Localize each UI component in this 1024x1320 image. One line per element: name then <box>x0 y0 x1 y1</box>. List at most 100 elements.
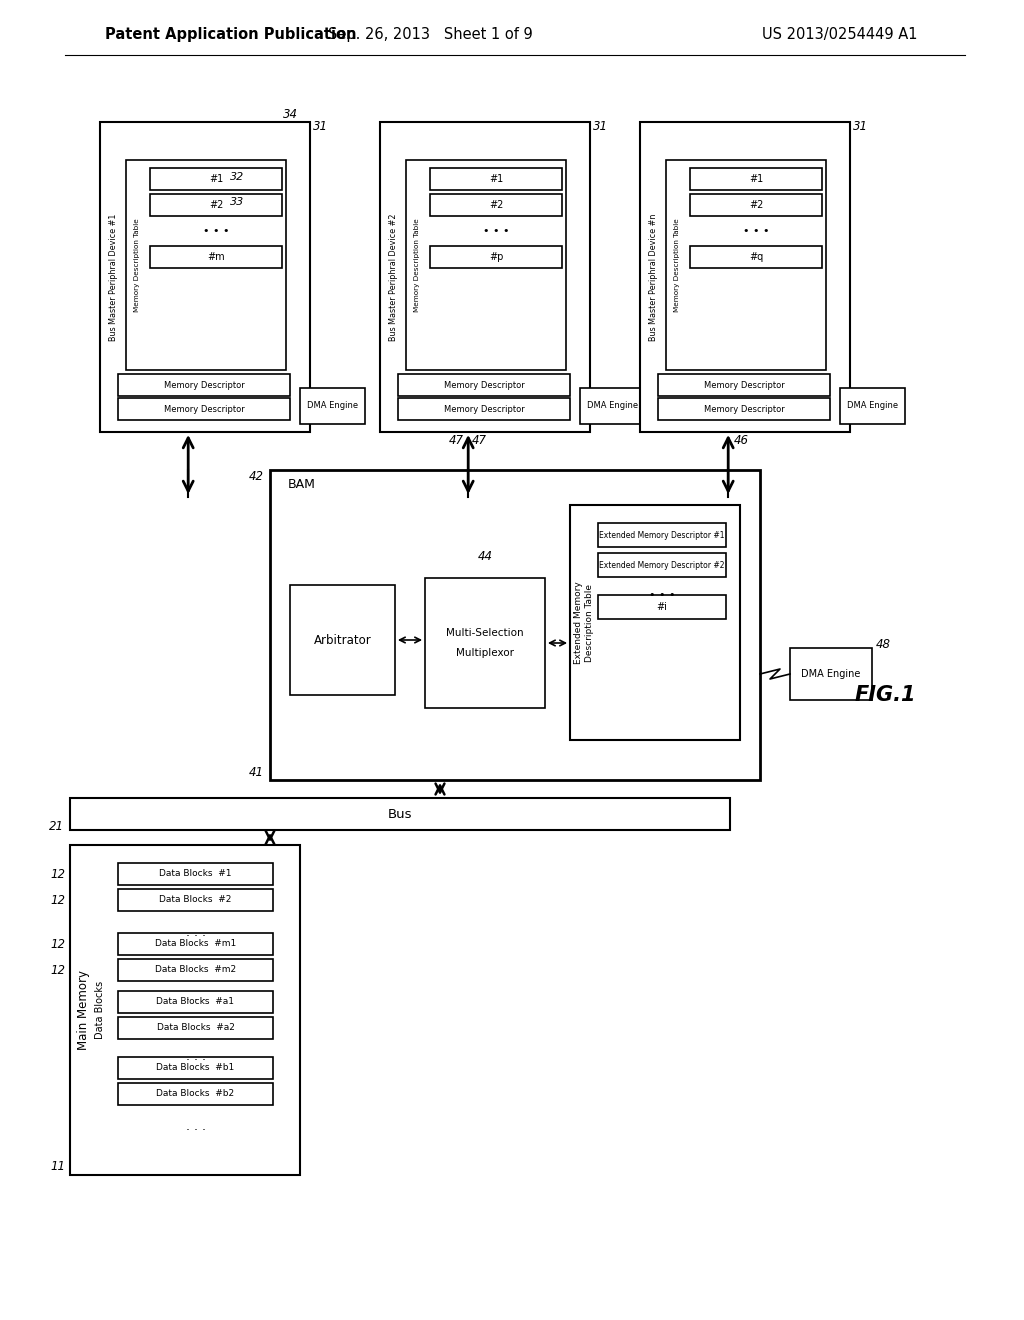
Text: Bus Master Periphral Device #1: Bus Master Periphral Device #1 <box>109 214 118 341</box>
Text: Data Blocks  #a2: Data Blocks #a2 <box>157 1023 234 1032</box>
Text: Arbitrator: Arbitrator <box>313 634 372 647</box>
Text: 12: 12 <box>50 964 65 977</box>
Bar <box>290 585 395 696</box>
Text: Memory Description Table: Memory Description Table <box>674 218 680 312</box>
Bar <box>150 246 282 268</box>
Text: #q: #q <box>749 252 763 261</box>
Bar <box>690 246 822 268</box>
Text: FIG.1: FIG.1 <box>854 685 915 705</box>
Bar <box>690 168 822 190</box>
Bar <box>380 121 590 432</box>
Bar <box>70 845 300 1175</box>
Text: 44: 44 <box>477 549 493 562</box>
Bar <box>598 553 726 577</box>
Text: 12: 12 <box>50 937 65 950</box>
Bar <box>640 121 850 432</box>
Text: DMA Engine: DMA Engine <box>802 669 861 678</box>
Text: 11: 11 <box>50 1160 65 1173</box>
Text: • • •: • • • <box>649 590 675 601</box>
Text: Memory Description Table: Memory Description Table <box>414 218 420 312</box>
Bar <box>658 399 830 420</box>
Text: 21: 21 <box>49 820 63 833</box>
Text: #1: #1 <box>488 174 503 183</box>
Text: Memory Descriptor: Memory Descriptor <box>443 404 524 413</box>
Text: Memory Descriptor: Memory Descriptor <box>443 380 524 389</box>
Text: Main Memory: Main Memory <box>77 970 89 1049</box>
Bar <box>666 160 826 370</box>
Bar <box>118 1016 273 1039</box>
Bar <box>270 470 760 780</box>
Bar <box>425 578 545 708</box>
Text: 32: 32 <box>230 172 245 182</box>
Text: #2: #2 <box>209 201 223 210</box>
Text: Data Blocks  #a1: Data Blocks #a1 <box>157 998 234 1006</box>
Text: Data Blocks  #m2: Data Blocks #m2 <box>155 965 237 974</box>
Text: 42: 42 <box>249 470 264 483</box>
Text: Extended Memory Descriptor #1: Extended Memory Descriptor #1 <box>599 531 725 540</box>
Text: Data Blocks  #1: Data Blocks #1 <box>160 870 231 879</box>
Text: Data Blocks  #m1: Data Blocks #m1 <box>155 940 237 949</box>
Text: 41: 41 <box>249 766 264 779</box>
Text: US 2013/0254449 A1: US 2013/0254449 A1 <box>762 28 918 42</box>
Text: • • •: • • • <box>482 226 509 236</box>
Text: 31: 31 <box>593 120 608 132</box>
Text: #1: #1 <box>749 174 763 183</box>
Bar <box>150 168 282 190</box>
Text: 47: 47 <box>450 433 464 446</box>
Text: Multi-Selection: Multi-Selection <box>446 628 524 638</box>
Bar <box>430 168 562 190</box>
Bar <box>580 388 645 424</box>
Text: Data Blocks  #2: Data Blocks #2 <box>160 895 231 904</box>
Bar <box>118 863 273 884</box>
Text: Memory Descriptor: Memory Descriptor <box>703 380 784 389</box>
Text: 48: 48 <box>876 639 891 652</box>
Text: Bus Master Periphral Device #2: Bus Master Periphral Device #2 <box>388 214 397 341</box>
Text: DMA Engine: DMA Engine <box>307 401 358 411</box>
Text: #2: #2 <box>749 201 763 210</box>
Bar <box>70 799 730 830</box>
Text: 12: 12 <box>50 894 65 907</box>
Text: Data Blocks  #b1: Data Blocks #b1 <box>157 1064 234 1072</box>
Bar <box>430 246 562 268</box>
Text: DMA Engine: DMA Engine <box>847 401 898 411</box>
Bar <box>300 388 365 424</box>
Text: Sep. 26, 2013   Sheet 1 of 9: Sep. 26, 2013 Sheet 1 of 9 <box>328 28 532 42</box>
Text: 47: 47 <box>472 433 487 446</box>
Text: #p: #p <box>488 252 503 261</box>
Bar <box>118 399 290 420</box>
Text: Extended Memory Descriptor #2: Extended Memory Descriptor #2 <box>599 561 725 569</box>
Bar <box>570 506 740 741</box>
Text: Data Blocks: Data Blocks <box>95 981 105 1039</box>
Text: Multiplexor: Multiplexor <box>456 648 514 657</box>
Text: . . .: . . . <box>185 1051 206 1064</box>
Text: #m: #m <box>207 252 225 261</box>
Text: • • •: • • • <box>742 226 769 236</box>
Bar <box>690 194 822 216</box>
Bar <box>398 374 570 396</box>
Text: Bus Master Periphral Device #n: Bus Master Periphral Device #n <box>648 214 657 341</box>
Text: #2: #2 <box>488 201 503 210</box>
Bar <box>406 160 566 370</box>
Text: BAM: BAM <box>288 478 315 491</box>
Text: • • •: • • • <box>203 226 229 236</box>
Text: 33: 33 <box>230 197 245 207</box>
Text: 31: 31 <box>853 120 868 132</box>
Text: 34: 34 <box>283 107 298 120</box>
Text: Data Blocks  #b2: Data Blocks #b2 <box>157 1089 234 1098</box>
Bar <box>118 888 273 911</box>
Bar <box>118 960 273 981</box>
Bar <box>430 194 562 216</box>
Bar <box>118 991 273 1012</box>
Text: Memory Descriptor: Memory Descriptor <box>164 404 245 413</box>
Text: Patent Application Publication: Patent Application Publication <box>105 28 356 42</box>
Text: Bus: Bus <box>388 808 413 821</box>
Text: DMA Engine: DMA Engine <box>587 401 638 411</box>
Bar <box>840 388 905 424</box>
Bar <box>598 595 726 619</box>
Bar <box>118 374 290 396</box>
Bar <box>790 648 872 700</box>
Text: Memory Descriptor: Memory Descriptor <box>703 404 784 413</box>
Text: Memory Description Table: Memory Description Table <box>134 218 140 312</box>
Bar <box>118 1082 273 1105</box>
Bar <box>150 194 282 216</box>
